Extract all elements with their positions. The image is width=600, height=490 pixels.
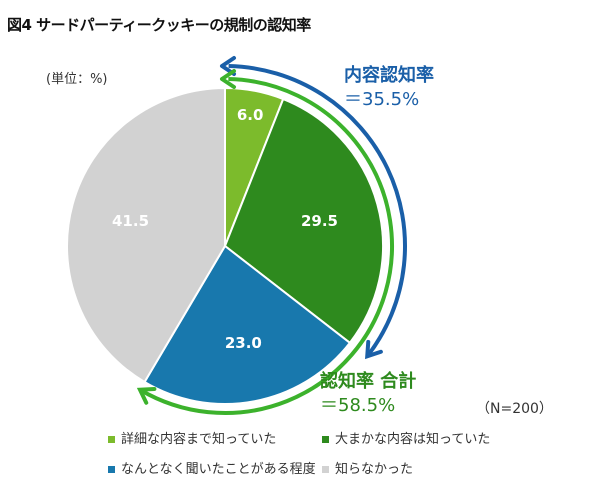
legend-label: なんとなく聞いたことがある程度 [121,462,316,477]
total-awareness-label: 認知率 合計 [320,371,417,392]
pie-slice [143,244,352,405]
pie-slice [66,86,226,384]
content-awareness-value: ＝35.5% [344,89,420,110]
content-awareness-annotation: 内容認知率 ＝35.5% [344,64,434,112]
chart-title: 図4 サードパーティークッキーの規制の認知率 [7,16,311,34]
legend-swatch [108,466,115,473]
legend-item: なんとなく聞いたことがある程度 [108,458,316,477]
unit-label: (単位：%) [46,72,108,87]
total-awareness-arrow-tail-icon [136,386,157,405]
content-awareness-arrow-tail-icon [365,339,383,360]
slice-label: 41.5 [112,212,149,230]
legend-swatch [322,436,329,443]
slice-label: 29.5 [301,212,338,230]
total-awareness-value: ＝58.5% [320,395,396,416]
legend-item: 詳細な内容まで知っていた [108,428,276,447]
legend-label: 詳細な内容まで知っていた [121,432,277,447]
legend-item: 大まかな内容は知っていた [322,428,490,447]
total-awareness-arrow-head-icon [220,69,236,89]
content-awareness-label: 内容認知率 [344,65,434,86]
total-awareness-annotation: 認知率 合計 ＝58.5% [320,370,416,418]
legend-label: 大まかな内容は知っていた [335,432,491,447]
slice-label: 6.0 [237,106,264,124]
legend-label: 知らなかった [335,462,414,477]
pie-slice [223,97,384,345]
sample-size: （N=200） [476,401,553,417]
legend-swatch [108,436,115,443]
legend-swatch [322,466,329,473]
content-awareness-arrow [228,64,407,358]
legend-item: 知らなかった [322,458,413,477]
total-awareness-arrow [138,77,394,415]
slice-label: 23.0 [225,334,262,352]
